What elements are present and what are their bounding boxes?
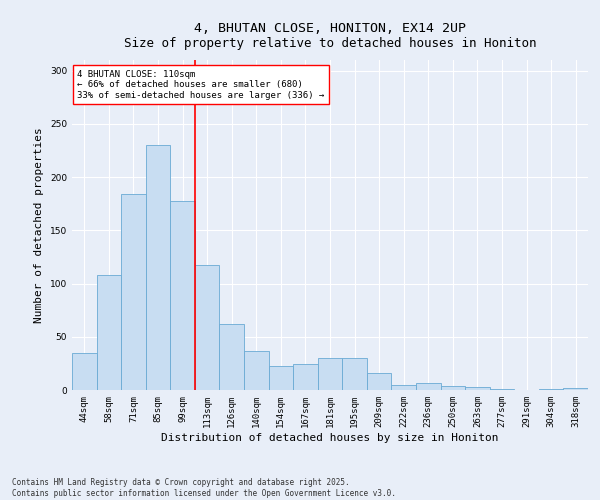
Bar — [367, 373, 391, 390]
Bar — [220, 324, 244, 390]
Bar — [416, 382, 440, 390]
Bar — [440, 386, 465, 390]
Bar — [490, 389, 514, 390]
Bar — [269, 366, 293, 390]
Y-axis label: Number of detached properties: Number of detached properties — [34, 127, 44, 323]
Bar — [121, 194, 146, 390]
Text: 4 BHUTAN CLOSE: 110sqm
← 66% of detached houses are smaller (680)
33% of semi-de: 4 BHUTAN CLOSE: 110sqm ← 66% of detached… — [77, 70, 325, 100]
Bar — [97, 275, 121, 390]
Text: 4, BHUTAN CLOSE, HONITON, EX14 2UP: 4, BHUTAN CLOSE, HONITON, EX14 2UP — [194, 22, 466, 36]
Bar — [342, 358, 367, 390]
Bar — [563, 388, 588, 390]
Bar — [465, 387, 490, 390]
Bar — [244, 350, 269, 390]
Bar — [539, 389, 563, 390]
X-axis label: Distribution of detached houses by size in Honiton: Distribution of detached houses by size … — [161, 432, 499, 442]
Text: Contains HM Land Registry data © Crown copyright and database right 2025.
Contai: Contains HM Land Registry data © Crown c… — [12, 478, 396, 498]
Bar — [72, 352, 97, 390]
Bar — [195, 266, 220, 390]
Bar — [146, 145, 170, 390]
Text: Size of property relative to detached houses in Honiton: Size of property relative to detached ho… — [124, 38, 536, 51]
Bar — [170, 200, 195, 390]
Bar — [293, 364, 318, 390]
Bar — [318, 358, 342, 390]
Bar — [391, 384, 416, 390]
